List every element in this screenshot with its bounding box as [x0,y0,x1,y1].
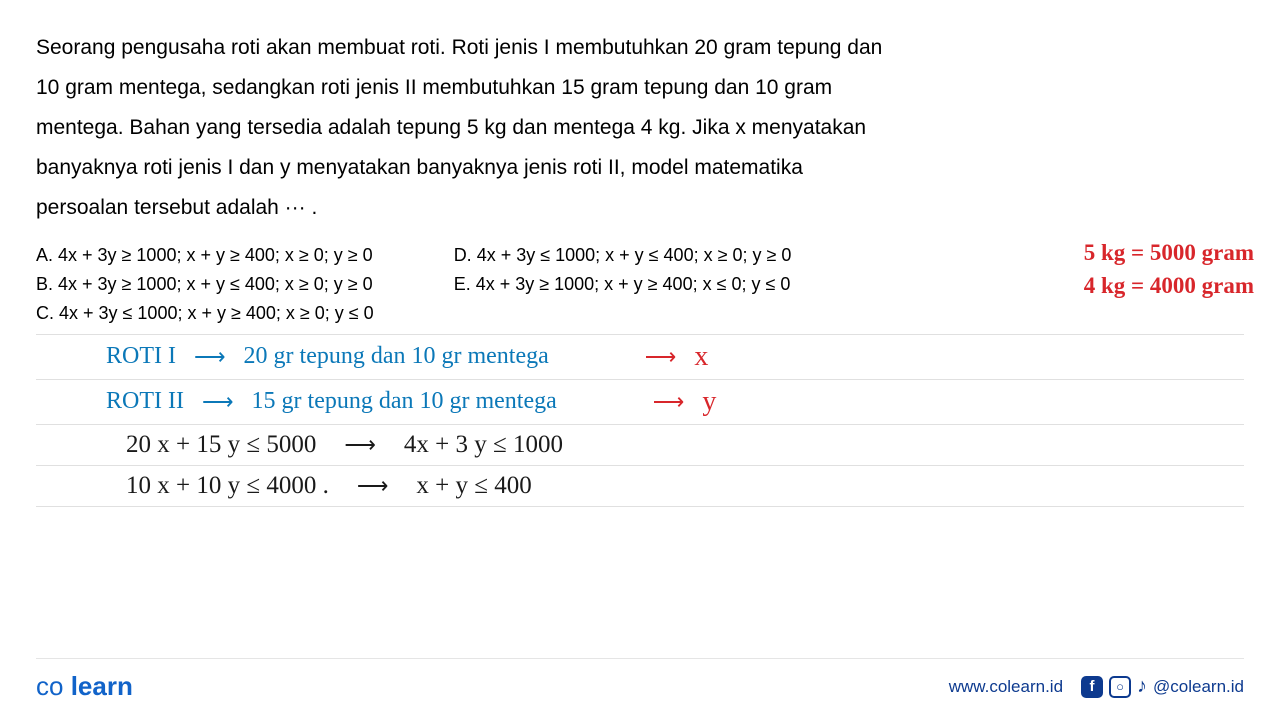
handwritten-work: ROTI I ⟶ 20 gr tepung dan 10 gr mentega … [36,334,1244,507]
roti2-variable: y [702,386,716,418]
arrow-icon: ⟶ [357,473,389,499]
question-line: persoalan tersebut adalah ··· . [36,188,1244,228]
question-text: Seorang pengusaha roti akan membuat roti… [36,28,1244,227]
eq1-right: 4x + 3 y ≤ 1000 [404,431,563,459]
arrow-icon: ⟶ [344,432,376,458]
question-line: banyaknya roti jenis I dan y menyatakan … [36,148,1244,188]
tiktok-icon: ♪ [1137,675,1147,698]
option-b: B. 4x + 3y ≥ 1000; x + y ≤ 400; x ≥ 0; y… [36,270,374,299]
brand-learn: learn [71,671,133,701]
eq2-left: 10 x + 10 y ≤ 4000 . [126,472,329,500]
option-c: C. 4x + 3y ≤ 1000; x + y ≥ 400; x ≥ 0; y… [36,299,374,328]
red-note-line: 4 kg = 4000 gram [1084,270,1254,302]
option-d: D. 4x + 3y ≤ 1000; x + y ≤ 400; x ≥ 0; y… [454,241,792,270]
eq1-left: 20 x + 15 y ≤ 5000 [126,431,316,459]
arrow-icon: ⟶ [645,344,677,370]
instagram-icon: ○ [1109,676,1131,698]
arrow-icon: ⟶ [653,389,685,415]
roti2-label: ROTI II [106,388,184,415]
option-a: A. 4x + 3y ≥ 1000; x + y ≥ 400; x ≥ 0; y… [36,241,374,270]
footer: co learn www.colearn.id f ○ ♪ @colearn.i… [36,658,1244,702]
options-block: A. 4x + 3y ≥ 1000; x + y ≥ 400; x ≥ 0; y… [36,241,1244,327]
eq2-right: x + y ≤ 400 [416,472,531,500]
options-left-column: A. 4x + 3y ≥ 1000; x + y ≥ 400; x ≥ 0; y… [36,241,374,327]
question-line: mentega. Bahan yang tersedia adalah tepu… [36,108,1244,148]
equation-1-row: 20 x + 15 y ≤ 5000 ⟶ 4x + 3 y ≤ 1000 [36,425,1244,465]
brand-co: co [36,671,63,701]
equation-2-row: 10 x + 10 y ≤ 4000 . ⟶ x + y ≤ 400 [36,466,1244,506]
roti1-variable: x [694,341,708,373]
arrow-icon: ⟶ [202,389,234,415]
red-note-line: 5 kg = 5000 gram [1084,237,1254,269]
footer-right: www.colearn.id f ○ ♪ @colearn.id [949,675,1244,698]
social-handle: @colearn.id [1153,677,1244,697]
red-conversion-notes: 5 kg = 5000 gram 4 kg = 4000 gram [1084,237,1254,301]
roti-1-row: ROTI I ⟶ 20 gr tepung dan 10 gr mentega … [36,335,1244,379]
roti1-desc: 20 gr tepung dan 10 gr mentega [244,343,549,370]
roti1-label: ROTI I [106,343,176,370]
social-icons: f ○ ♪ @colearn.id [1081,675,1244,698]
footer-url: www.colearn.id [949,677,1063,697]
question-line: 10 gram mentega, sedangkan roti jenis II… [36,68,1244,108]
divider [36,506,1244,507]
options-right-column: D. 4x + 3y ≤ 1000; x + y ≤ 400; x ≥ 0; y… [454,241,792,327]
roti2-desc: 15 gr tepung dan 10 gr mentega [252,388,557,415]
brand-logo: co learn [36,671,133,702]
question-line: Seorang pengusaha roti akan membuat roti… [36,28,1244,68]
facebook-icon: f [1081,676,1103,698]
arrow-icon: ⟶ [194,344,226,370]
option-e: E. 4x + 3y ≥ 1000; x + y ≥ 400; x ≤ 0; y… [454,270,792,299]
roti-2-row: ROTI II ⟶ 15 gr tepung dan 10 gr mentega… [36,380,1244,424]
